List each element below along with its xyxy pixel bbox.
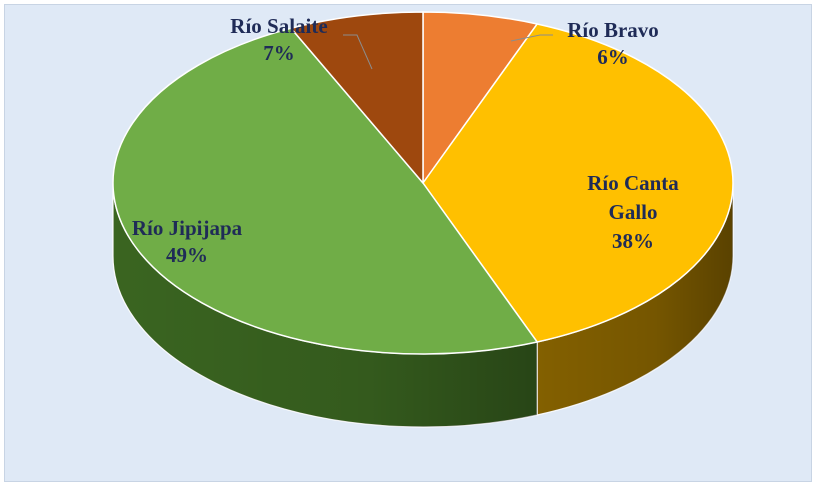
pie-slices bbox=[112, 11, 734, 355]
chart-area: Río Bravo 6% Río Canta Gallo 38% Río Jipijapa… bbox=[4, 4, 812, 482]
data-label-name-rio-jipijapa: Río Jipijapa bbox=[132, 216, 243, 240]
pie-side-shade-rio-jipijapa bbox=[113, 183, 538, 427]
data-label-value-rio-jipijapa: 49% bbox=[166, 243, 208, 267]
data-label-value-rio-salaite: 7% bbox=[263, 41, 295, 65]
pie-slice-rio-jipijapa bbox=[112, 27, 538, 355]
data-label-value-rio-bravo: 6% bbox=[597, 45, 629, 69]
pie-side-shade-rio-canta-gallo bbox=[537, 183, 733, 415]
leader-line-rio-bravo bbox=[510, 34, 553, 42]
pie-chart: Río Bravo 6% Río Canta Gallo 38% Río Jipijapa… bbox=[112, 11, 734, 428]
leader-line-rio-salaite bbox=[343, 34, 373, 70]
pie-slice-rio-canta-gallo bbox=[422, 23, 734, 343]
data-label-name-rio-canta-gallo: Río Canta Gallo bbox=[587, 171, 679, 224]
data-label-value-rio-canta-gallo: 38% bbox=[612, 229, 654, 253]
data-label-name-rio-bravo: Río Bravo bbox=[567, 18, 659, 42]
leader-lines bbox=[343, 34, 553, 70]
data-labels: Río Bravo 6% Río Canta Gallo 38% Río Jipijapa… bbox=[132, 14, 679, 267]
pie-slice-rio-salaite bbox=[290, 11, 424, 184]
data-label-name-rio-salaite: Río Salaite bbox=[230, 14, 327, 38]
